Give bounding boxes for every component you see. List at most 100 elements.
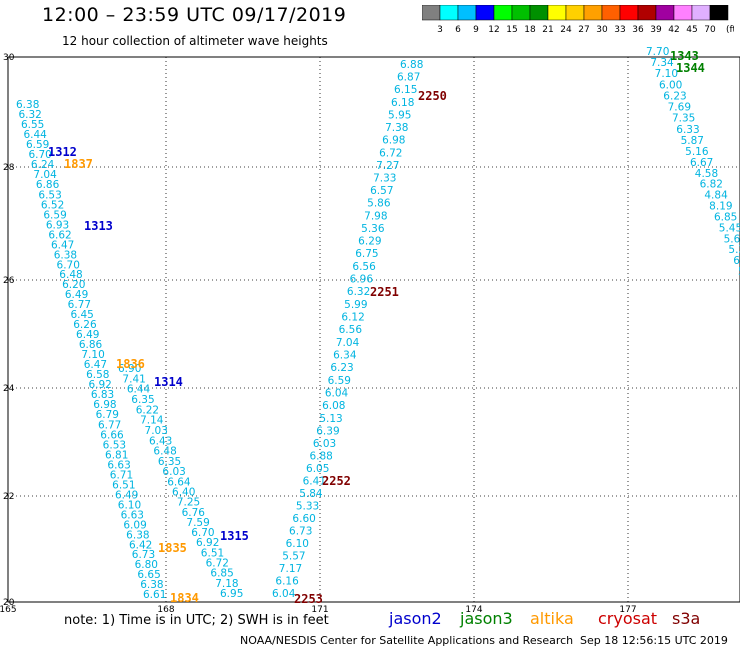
wave-height-value: 6.85 bbox=[210, 568, 233, 580]
longitude-label: 168 bbox=[157, 605, 174, 615]
wave-height-value: 6.80 bbox=[135, 559, 158, 571]
wave-height-value: 6.48 bbox=[59, 269, 82, 281]
colorbar-tick-label: 12 bbox=[488, 25, 499, 35]
longitude-label: 177 bbox=[619, 605, 636, 615]
wave-height-value: 6.16 bbox=[275, 575, 299, 587]
wave-height-value: 6.09 bbox=[123, 519, 146, 531]
latitude-label: 26 bbox=[3, 276, 15, 286]
wave-height-value: 7.41 bbox=[122, 373, 145, 385]
colorbar-swatches bbox=[422, 5, 729, 21]
colorbar-tick-label: 3 bbox=[437, 25, 443, 35]
wave-height-value: 6.41 bbox=[303, 475, 326, 487]
lat-lon-grid bbox=[8, 57, 740, 602]
colorbar-tick-label: 45 bbox=[686, 25, 697, 35]
wave-height-value: 5.84 bbox=[299, 488, 323, 500]
wave-height-value: 6.20 bbox=[62, 279, 85, 291]
wave-height-value: 6.70 bbox=[28, 149, 51, 161]
latitude-label: 24 bbox=[3, 384, 15, 394]
wave-height-value: 6.23 bbox=[330, 362, 353, 374]
time-label-altika: 1836 bbox=[116, 357, 145, 371]
wave-height-value: 6.40 bbox=[172, 486, 195, 498]
wave-height-value: 6.38 bbox=[16, 99, 39, 111]
time-label-jason2: 1313 bbox=[84, 219, 113, 233]
time-label-s3a: 2250 bbox=[418, 89, 447, 103]
wave-height-value: 7.33 bbox=[373, 173, 396, 185]
wave-height-value: 6.81 bbox=[105, 449, 128, 461]
wave-height-value: 6.88 bbox=[400, 59, 423, 71]
wave-height-value: 7.25 bbox=[177, 497, 200, 509]
wave-height-value: 6.05 bbox=[306, 463, 329, 475]
footer-credit: NOAA/NESDIS Center for Satellite Applica… bbox=[240, 634, 574, 647]
wave-height-value: 6.82 bbox=[700, 179, 723, 191]
note-text: note: 1) Time is in UTC; 2) SWH is in fe… bbox=[64, 613, 329, 628]
wave-height-value: 6.00 bbox=[659, 79, 682, 91]
wave-height-value: 4.58 bbox=[695, 168, 718, 180]
wave-height-value: 6.59 bbox=[26, 139, 49, 151]
wave-height-value: 6.49 bbox=[65, 289, 88, 301]
colorbar-swatch bbox=[709, 5, 729, 21]
time-label-altika: 1834 bbox=[170, 591, 199, 605]
colorbar-tick-label: 6 bbox=[455, 25, 461, 35]
wave-height-value: 5.16 bbox=[685, 146, 709, 158]
wave-height-value: 6.18 bbox=[391, 97, 414, 109]
legend-s3a: s3a bbox=[672, 609, 701, 628]
wave-height-value: 6.03 bbox=[162, 466, 185, 478]
wave-height-value: 6.42 bbox=[129, 539, 152, 551]
colorbar-tick-label: 9 bbox=[473, 25, 479, 35]
wave-height-value: 7.14 bbox=[140, 415, 164, 427]
wave-height-value: 5.36 bbox=[361, 223, 385, 235]
wave-height-value: 6.38 bbox=[140, 579, 163, 591]
wave-height-value: 6.44 bbox=[23, 129, 47, 141]
wave-height-value: 6.39 bbox=[316, 425, 339, 437]
wave-height-value: 6.92 bbox=[88, 379, 111, 391]
wave-height-value: 6.33 bbox=[676, 124, 699, 136]
page-subtitle: 12 hour collection of altimeter wave hei… bbox=[62, 34, 328, 48]
wave-height-value: 6.86 bbox=[36, 179, 60, 191]
wave-height-value: 6.04 bbox=[325, 388, 349, 400]
wave-height-value: 7.59 bbox=[186, 517, 209, 529]
latitude-label: 30 bbox=[3, 53, 15, 63]
wave-height-value: 6.77 bbox=[68, 299, 91, 311]
wave-height-value: 6.59 bbox=[43, 209, 66, 221]
wave-height-value: 6.70 bbox=[191, 527, 214, 539]
time-label-jason2: 1314 bbox=[154, 375, 183, 389]
wave-height-value: 6.83 bbox=[91, 389, 114, 401]
wave-height-value: 6.32 bbox=[18, 109, 41, 121]
wave-height-value: 5.33 bbox=[296, 500, 319, 512]
wave-height-value: 6.56 bbox=[352, 261, 376, 273]
wave-height-value: 6.93 bbox=[46, 219, 69, 231]
wave-height-value: 6.24 bbox=[31, 159, 55, 171]
wave-height-value: 7.69 bbox=[668, 102, 691, 114]
wave-height-value: 6.85 bbox=[714, 211, 737, 223]
time-label-altika: 1837 bbox=[64, 157, 93, 171]
wave-height-value: 6.58 bbox=[86, 369, 109, 381]
time-label-s3a: 2253 bbox=[294, 592, 323, 606]
wave-height-value: 5.86 bbox=[367, 198, 391, 210]
wave-height-value: 6.61 bbox=[143, 589, 166, 601]
wave-height-value: 6.49 bbox=[76, 329, 99, 341]
wave-height-value: 6.64 bbox=[167, 476, 191, 488]
colorbar-tick-label: 42 bbox=[668, 25, 679, 35]
wave-height-value: 7.18 bbox=[215, 578, 238, 590]
wave-height-value: 6.72 bbox=[379, 147, 402, 159]
wave-height-value: 6.38 bbox=[54, 249, 77, 261]
wave-height-value: 6.65 bbox=[137, 569, 160, 581]
wave-height-value: 6.92 bbox=[196, 537, 219, 549]
wave-height-value: 6.29 bbox=[358, 236, 381, 248]
wave-height-value: 5.13 bbox=[319, 413, 342, 425]
longitude-label: 165 bbox=[0, 605, 17, 615]
wave-height-value: 6.35 bbox=[131, 394, 154, 406]
wave-height-value: 7.17 bbox=[279, 563, 302, 575]
axis-labels: 165 168 171 174 177 30 28 26 24 22 20 bbox=[0, 53, 637, 615]
wave-height-value: 6.45 bbox=[70, 309, 93, 321]
wave-height-value: 5.45 bbox=[719, 222, 740, 234]
wave-height-value: 7.35 bbox=[672, 113, 695, 125]
wave-height-value: 6.53 bbox=[103, 439, 126, 451]
wave-height-value: 6.03 bbox=[313, 438, 336, 450]
wave-height-value: 7.04 bbox=[336, 337, 360, 349]
wave-height-value: 6.35 bbox=[158, 456, 181, 468]
latitude-label: 20 bbox=[3, 598, 15, 608]
